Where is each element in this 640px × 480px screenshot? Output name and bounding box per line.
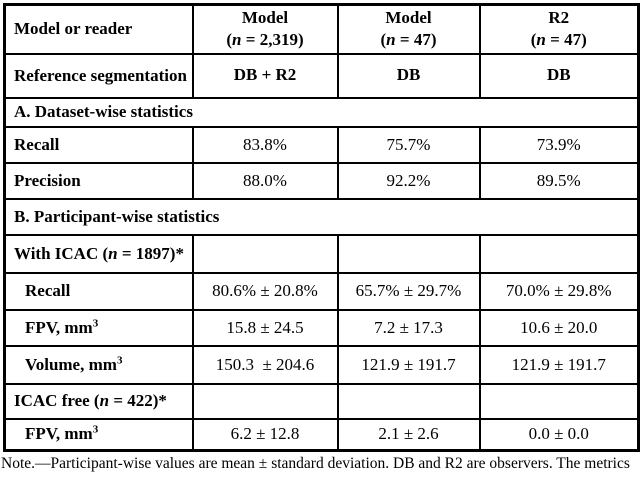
data-cell: 6.2 ± 12.8 <box>191 417 339 452</box>
empty-cell <box>336 382 481 420</box>
section-a-title: A. Dataset-wise statistics <box>3 96 640 128</box>
empty-cell <box>191 382 339 420</box>
col-n-count: (n = 47) <box>380 30 437 50</box>
data-cell: 92.2% <box>336 161 481 200</box>
dataset-precision-row: Precision 88.0% 92.2% 89.5% <box>3 161 640 200</box>
data-cell: 75.7% <box>336 125 481 164</box>
group-label: With ICAC (n = 1897)* <box>3 233 194 274</box>
icac-free-fpv-row: FPV, mm3 6.2 ± 12.8 2.1 ± 2.6 0.0 ± 0.0 <box>3 417 640 452</box>
section-b-title: B. Participant-wise statistics <box>3 197 640 236</box>
data-cell: 10.6 ± 20.0 <box>478 308 640 347</box>
header-col-model-large: Model (n = 2,319) <box>191 3 339 55</box>
header-label: Model or reader <box>14 19 133 39</box>
row-label: FPV, mm3 <box>3 417 194 452</box>
group-label: ICAC free (n = 422)* <box>3 382 194 420</box>
col-title: Model <box>385 8 432 28</box>
data-cell: 15.8 ± 24.5 <box>191 308 339 347</box>
row-label: Precision <box>3 161 194 200</box>
row-label: Volume, mm3 <box>3 344 194 385</box>
data-cell: DB <box>336 52 481 99</box>
section-b-row: B. Participant-wise statistics <box>3 197 640 236</box>
empty-cell <box>191 233 339 274</box>
data-cell: DB + R2 <box>191 52 339 99</box>
data-cell: 88.0% <box>191 161 339 200</box>
col-title: Model <box>241 8 289 28</box>
empty-cell <box>478 382 640 420</box>
with-icac-volume-row: Volume, mm3 150.3 ± 204.6 121.9 ± 191.7 … <box>3 344 640 385</box>
data-cell: 2.1 ± 2.6 <box>336 417 481 452</box>
col-n-count: (n = 2,319) <box>226 30 304 50</box>
header-model-or-reader: Model or reader <box>3 3 194 55</box>
empty-cell <box>478 233 640 274</box>
dataset-recall-row: Recall 83.8% 75.7% 73.9% <box>3 125 640 164</box>
col-n-count: (n = 47) <box>530 30 587 50</box>
data-cell: 73.9% <box>478 125 640 164</box>
row-label: FPV, mm3 <box>3 308 194 347</box>
data-cell: 7.2 ± 17.3 <box>336 308 481 347</box>
table-footnote: Note.—Participant-wise values are mean ±… <box>1 455 630 472</box>
row-label: Recall <box>3 271 194 311</box>
col-title: R2 <box>548 8 570 28</box>
statistics-table: Model or reader Model (n = 2,319) Model … <box>3 3 640 452</box>
row-label: Recall <box>3 125 194 164</box>
header-col-model-small: Model (n = 47) <box>336 3 481 55</box>
with-icac-recall-row: Recall 80.6% ± 20.8% 65.7% ± 29.7% 70.0%… <box>3 271 640 311</box>
data-cell: 70.0% ± 29.8% <box>478 271 640 311</box>
with-icac-group-row: With ICAC (n = 1897)* <box>3 233 640 274</box>
data-cell: 121.9 ± 191.7 <box>336 344 481 385</box>
data-cell: 89.5% <box>478 161 640 200</box>
empty-cell <box>336 233 481 274</box>
icac-free-group-row: ICAC free (n = 422)* <box>3 382 640 420</box>
data-cell: 65.7% ± 29.7% <box>336 271 481 311</box>
data-cell: 121.9 ± 191.7 <box>478 344 640 385</box>
paper-table-page: Model or reader Model (n = 2,319) Model … <box>0 3 640 480</box>
header-row: Model or reader Model (n = 2,319) Model … <box>3 3 640 55</box>
header-col-r2: R2 (n = 47) <box>478 3 640 55</box>
with-icac-fpv-row: FPV, mm3 15.8 ± 24.5 7.2 ± 17.3 10.6 ± 2… <box>3 308 640 347</box>
row-label: Reference segmentation <box>3 52 194 99</box>
data-cell: DB <box>478 52 640 99</box>
section-a-row: A. Dataset-wise statistics <box>3 96 640 128</box>
data-cell: 80.6% ± 20.8% <box>191 271 339 311</box>
data-cell: 83.8% <box>191 125 339 164</box>
reference-segmentation-row: Reference segmentation DB + R2 DB DB <box>3 52 640 99</box>
data-cell: 0.0 ± 0.0 <box>478 417 640 452</box>
data-cell: 150.3 ± 204.6 <box>191 344 339 385</box>
